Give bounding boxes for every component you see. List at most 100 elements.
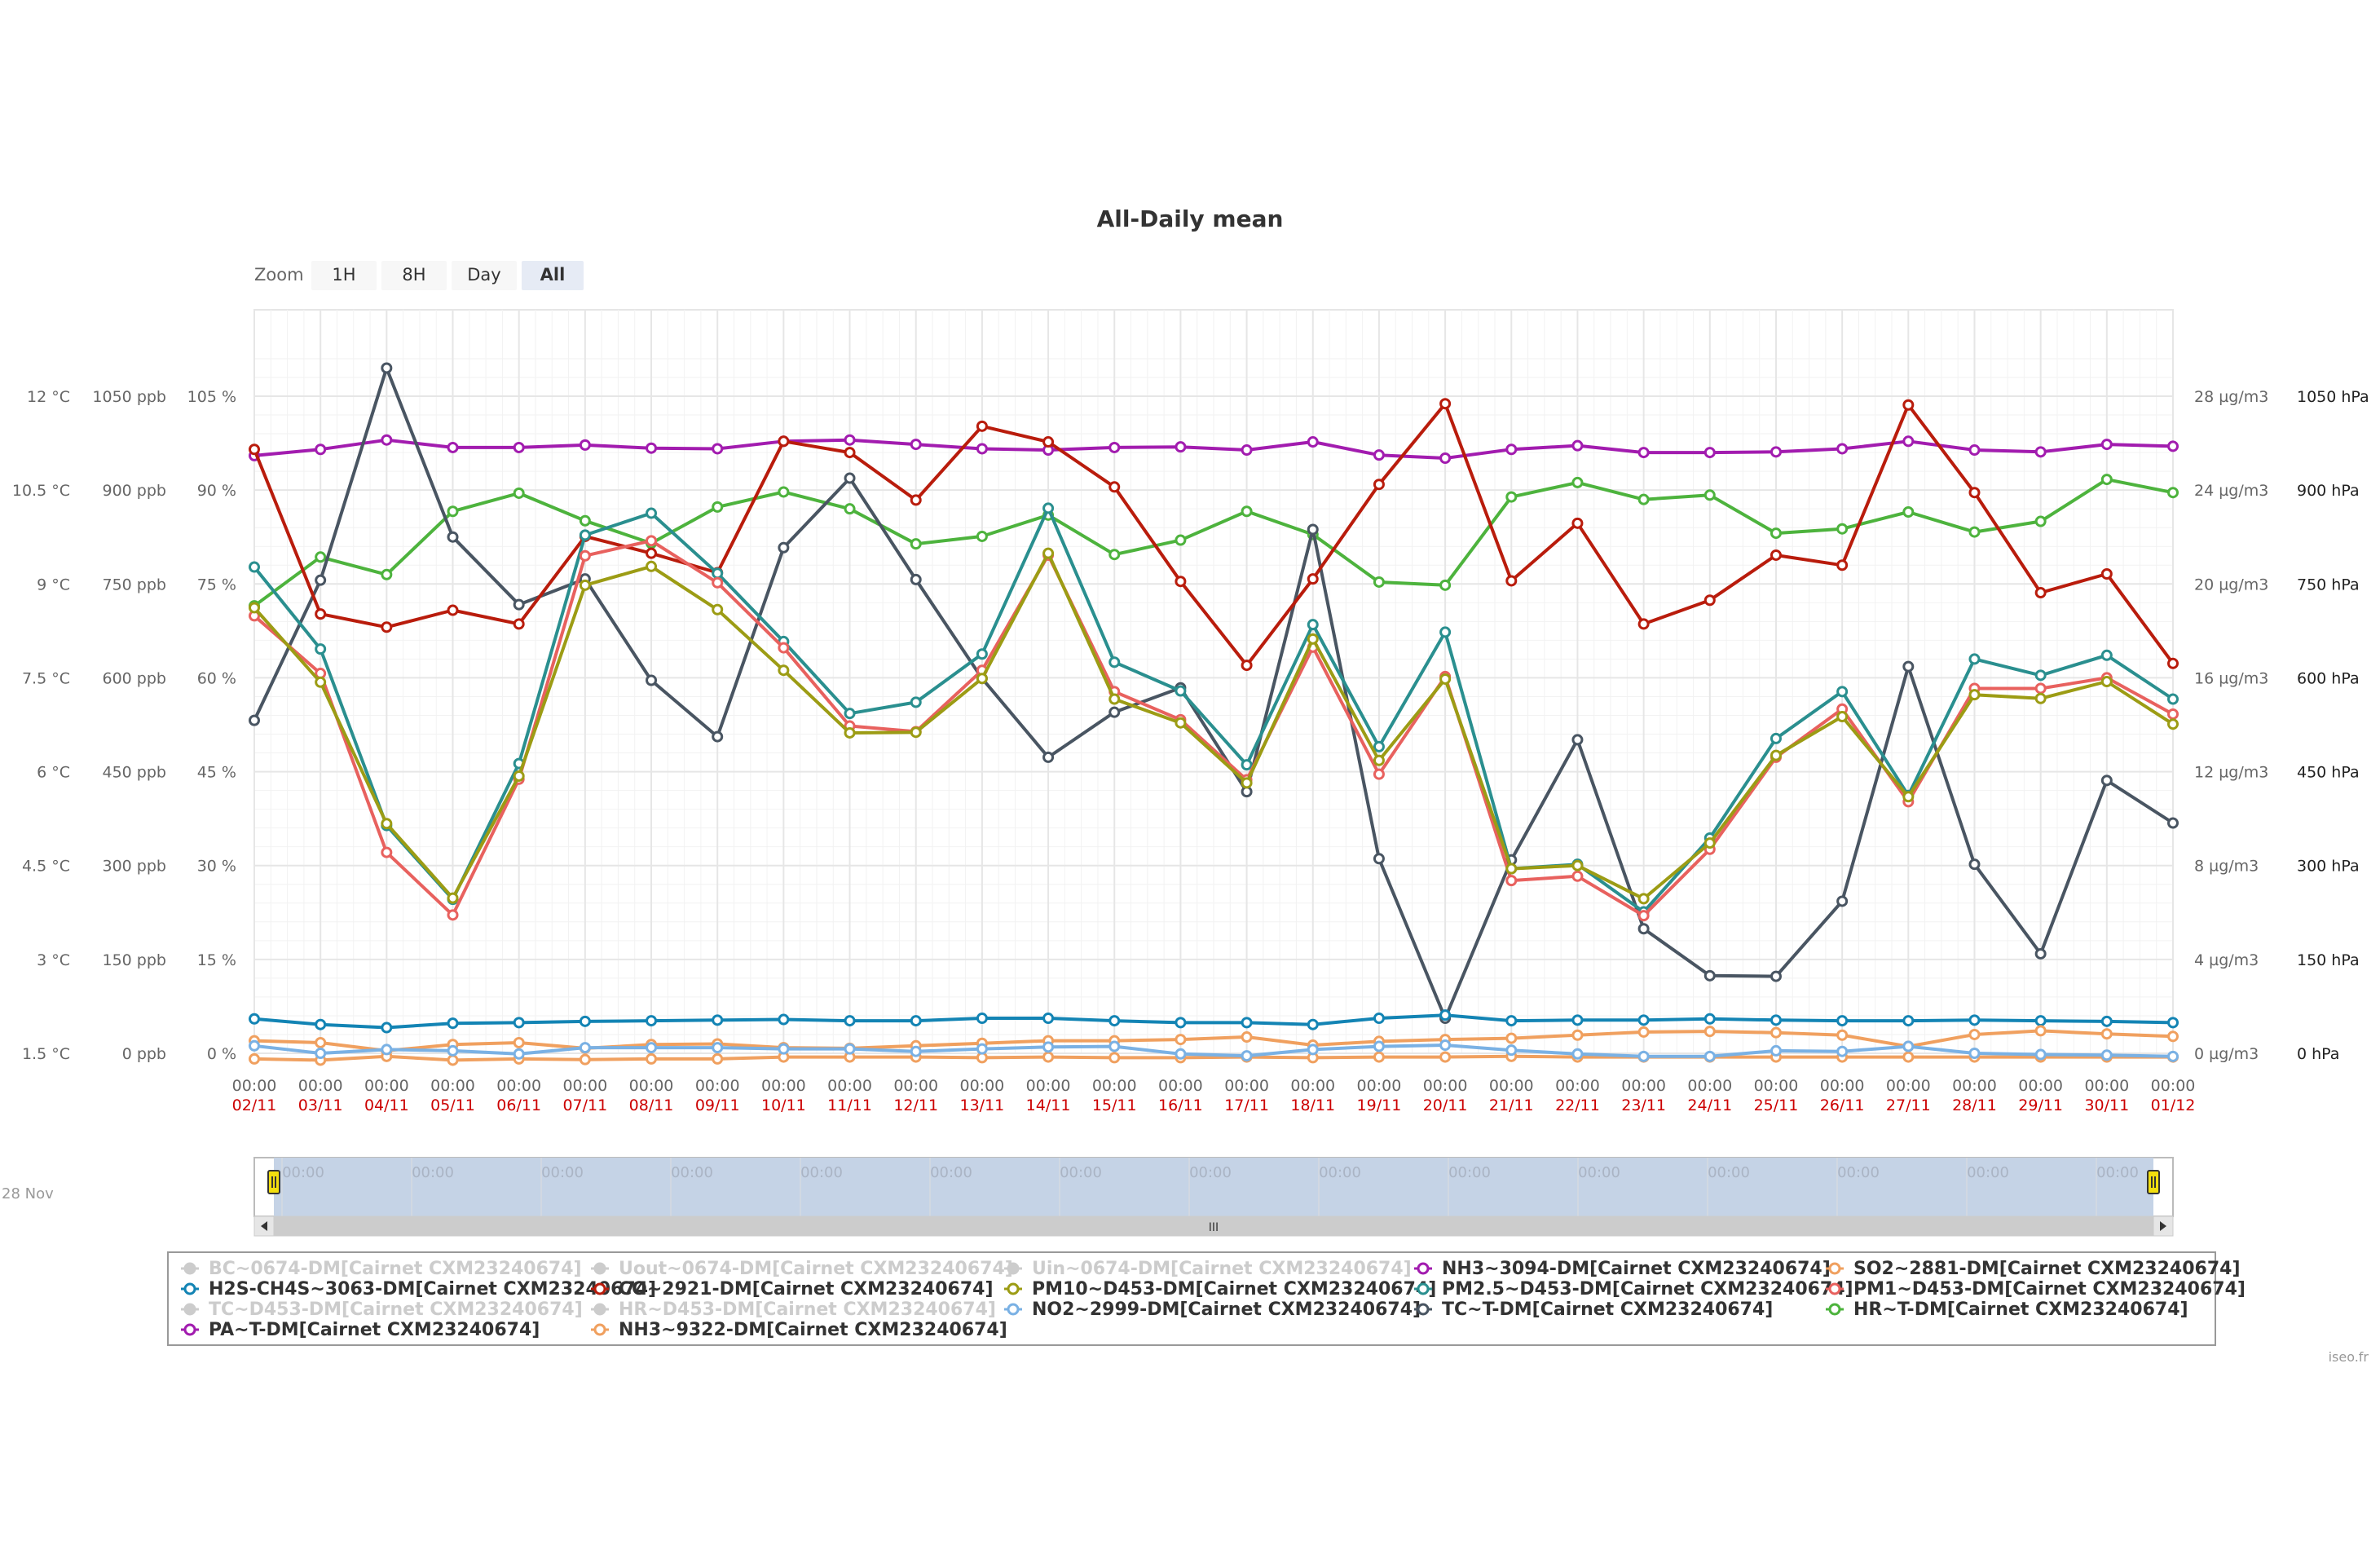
legend-item-uin-0674-dm[interactable]: Uin~0674-DM[Cairnet CXM23240674] bbox=[1004, 1259, 1412, 1279]
data-point-no2-2999-dm[interactable] bbox=[2167, 1050, 2179, 1062]
data-point-h2s-ch4s-3063-dm[interactable] bbox=[1836, 1015, 1849, 1027]
data-point-pm1-d453-dm[interactable] bbox=[1571, 870, 1584, 882]
data-point-co-2921-dm[interactable] bbox=[1175, 576, 1187, 588]
data-point-so2-2881-dm[interactable] bbox=[1703, 1026, 1716, 1038]
data-point-pm2-5-d453-dm[interactable] bbox=[1108, 656, 1121, 668]
data-point-nh3-9322-dm[interactable] bbox=[1902, 1051, 1915, 1063]
data-point-h2s-ch4s-3063-dm[interactable] bbox=[1307, 1018, 1319, 1030]
data-point-pm2-5-d453-dm[interactable] bbox=[1836, 686, 1849, 698]
legend-item-pm10-d453-dm[interactable]: PM10~D453-DM[Cairnet CXM23240674] bbox=[1004, 1279, 1436, 1299]
data-point-co-2921-dm[interactable] bbox=[1505, 575, 1518, 587]
data-point-pa-t-dm[interactable] bbox=[1637, 447, 1650, 459]
data-point-pm1-d453-dm[interactable] bbox=[646, 535, 658, 547]
data-point-pm10-d453-dm[interactable] bbox=[1968, 689, 1981, 701]
data-point-co-2921-dm[interactable] bbox=[447, 604, 459, 616]
data-point-pm2-5-d453-dm[interactable] bbox=[712, 567, 724, 580]
data-point-h2s-ch4s-3063-dm[interactable] bbox=[712, 1014, 724, 1026]
data-point-nh3-9322-dm[interactable] bbox=[646, 1052, 658, 1065]
data-point-nh3-9322-dm[interactable] bbox=[1373, 1051, 1385, 1063]
data-point-pm1-d453-dm[interactable] bbox=[447, 909, 459, 921]
data-point-tc-t-dm[interactable] bbox=[513, 598, 525, 611]
data-point-hr-t-dm[interactable] bbox=[1571, 476, 1584, 488]
data-point-pm2-5-d453-dm[interactable] bbox=[1042, 502, 1055, 514]
data-point-pm1-d453-dm[interactable] bbox=[2034, 682, 2047, 695]
data-point-pm10-d453-dm[interactable] bbox=[910, 726, 922, 739]
data-point-h2s-ch4s-3063-dm[interactable] bbox=[315, 1018, 327, 1030]
data-point-co-2921-dm[interactable] bbox=[1637, 618, 1650, 630]
data-point-pm2-5-d453-dm[interactable] bbox=[315, 643, 327, 655]
data-point-nh3-9322-dm[interactable] bbox=[447, 1054, 459, 1066]
data-point-h2s-ch4s-3063-dm[interactable] bbox=[1703, 1013, 1716, 1025]
data-point-no2-2999-dm[interactable] bbox=[2034, 1048, 2047, 1061]
data-point-pa-t-dm[interactable] bbox=[1241, 444, 1253, 457]
data-point-no2-2999-dm[interactable] bbox=[1836, 1045, 1849, 1057]
data-point-h2s-ch4s-3063-dm[interactable] bbox=[1505, 1015, 1518, 1027]
data-point-tc-t-dm[interactable] bbox=[1968, 858, 1981, 871]
data-point-no2-2999-dm[interactable] bbox=[1505, 1044, 1518, 1057]
data-point-hr-t-dm[interactable] bbox=[381, 568, 393, 580]
data-point-so2-2881-dm[interactable] bbox=[1505, 1032, 1518, 1044]
data-point-pm10-d453-dm[interactable] bbox=[381, 818, 393, 830]
data-point-pm10-d453-dm[interactable] bbox=[1571, 859, 1584, 871]
data-point-no2-2999-dm[interactable] bbox=[1042, 1041, 1055, 1053]
data-point-tc-t-dm[interactable] bbox=[447, 531, 459, 543]
data-point-co-2921-dm[interactable] bbox=[646, 547, 658, 559]
data-point-pm10-d453-dm[interactable] bbox=[1703, 837, 1716, 849]
data-point-pm1-d453-dm[interactable] bbox=[381, 846, 393, 858]
data-point-hr-t-dm[interactable] bbox=[1505, 491, 1518, 503]
data-point-h2s-ch4s-3063-dm[interactable] bbox=[910, 1015, 922, 1027]
zoom-button-day[interactable]: Day bbox=[452, 261, 517, 290]
data-point-pm2-5-d453-dm[interactable] bbox=[1439, 626, 1452, 638]
legend-item-bc-0674-dm[interactable]: BC~0674-DM[Cairnet CXM23240674] bbox=[181, 1259, 582, 1279]
data-point-tc-t-dm[interactable] bbox=[1703, 969, 1716, 982]
legend-item-hr-d453-dm[interactable]: HR~D453-DM[Cairnet CXM23240674] bbox=[591, 1299, 996, 1320]
data-point-pm10-d453-dm[interactable] bbox=[2034, 692, 2047, 704]
data-point-tc-t-dm[interactable] bbox=[910, 573, 922, 585]
data-point-pa-t-dm[interactable] bbox=[1505, 443, 1518, 456]
data-point-pm1-d453-dm[interactable] bbox=[2167, 708, 2179, 720]
legend-item-nh3-9322-dm[interactable]: NH3~9322-DM[Cairnet CXM23240674] bbox=[591, 1320, 1007, 1340]
data-point-pm2-5-d453-dm[interactable] bbox=[1968, 653, 1981, 665]
data-point-hr-t-dm[interactable] bbox=[315, 551, 327, 563]
data-point-co-2921-dm[interactable] bbox=[844, 447, 856, 459]
data-point-tc-t-dm[interactable] bbox=[1770, 970, 1782, 982]
data-point-co-2921-dm[interactable] bbox=[381, 621, 393, 633]
data-point-pa-t-dm[interactable] bbox=[2100, 439, 2113, 451]
data-point-tc-t-dm[interactable] bbox=[2034, 947, 2047, 960]
data-point-hr-t-dm[interactable] bbox=[712, 501, 724, 513]
data-point-pa-t-dm[interactable] bbox=[513, 441, 525, 453]
data-point-co-2921-dm[interactable] bbox=[1968, 487, 1981, 499]
data-point-pm10-d453-dm[interactable] bbox=[646, 560, 658, 572]
data-point-h2s-ch4s-3063-dm[interactable] bbox=[513, 1017, 525, 1029]
data-point-no2-2999-dm[interactable] bbox=[712, 1042, 724, 1054]
data-point-pa-t-dm[interactable] bbox=[1902, 435, 1915, 448]
data-point-co-2921-dm[interactable] bbox=[976, 420, 988, 432]
data-point-h2s-ch4s-3063-dm[interactable] bbox=[249, 1013, 260, 1025]
data-point-co-2921-dm[interactable] bbox=[2100, 568, 2113, 580]
credits[interactable]: iseo.fr bbox=[2329, 1349, 2369, 1365]
data-point-no2-2999-dm[interactable] bbox=[910, 1045, 922, 1057]
data-point-no2-2999-dm[interactable] bbox=[513, 1048, 525, 1060]
data-point-pm10-d453-dm[interactable] bbox=[249, 602, 260, 614]
data-point-nh3-9322-dm[interactable] bbox=[1439, 1051, 1452, 1063]
navigator-handle-right[interactable] bbox=[2147, 1170, 2160, 1194]
data-point-no2-2999-dm[interactable] bbox=[1968, 1048, 1981, 1059]
data-point-pm10-d453-dm[interactable] bbox=[1902, 791, 1915, 803]
data-point-hr-t-dm[interactable] bbox=[1968, 526, 1981, 538]
data-point-pm10-d453-dm[interactable] bbox=[315, 676, 327, 688]
data-point-h2s-ch4s-3063-dm[interactable] bbox=[1439, 1009, 1452, 1021]
data-point-co-2921-dm[interactable] bbox=[2167, 657, 2179, 669]
data-point-tc-t-dm[interactable] bbox=[1902, 660, 1915, 673]
data-point-no2-2999-dm[interactable] bbox=[1439, 1039, 1452, 1052]
data-point-co-2921-dm[interactable] bbox=[1042, 436, 1055, 448]
data-point-pm10-d453-dm[interactable] bbox=[2167, 718, 2179, 730]
data-point-hr-t-dm[interactable] bbox=[2167, 487, 2179, 499]
data-point-tc-t-dm[interactable] bbox=[249, 714, 260, 726]
data-point-pa-t-dm[interactable] bbox=[976, 443, 988, 455]
data-point-so2-2881-dm[interactable] bbox=[2167, 1030, 2179, 1043]
data-point-no2-2999-dm[interactable] bbox=[646, 1042, 658, 1054]
data-point-tc-t-dm[interactable] bbox=[1373, 853, 1385, 865]
data-point-pm10-d453-dm[interactable] bbox=[778, 664, 790, 677]
data-point-hr-t-dm[interactable] bbox=[778, 486, 790, 498]
data-point-h2s-ch4s-3063-dm[interactable] bbox=[1770, 1014, 1782, 1026]
